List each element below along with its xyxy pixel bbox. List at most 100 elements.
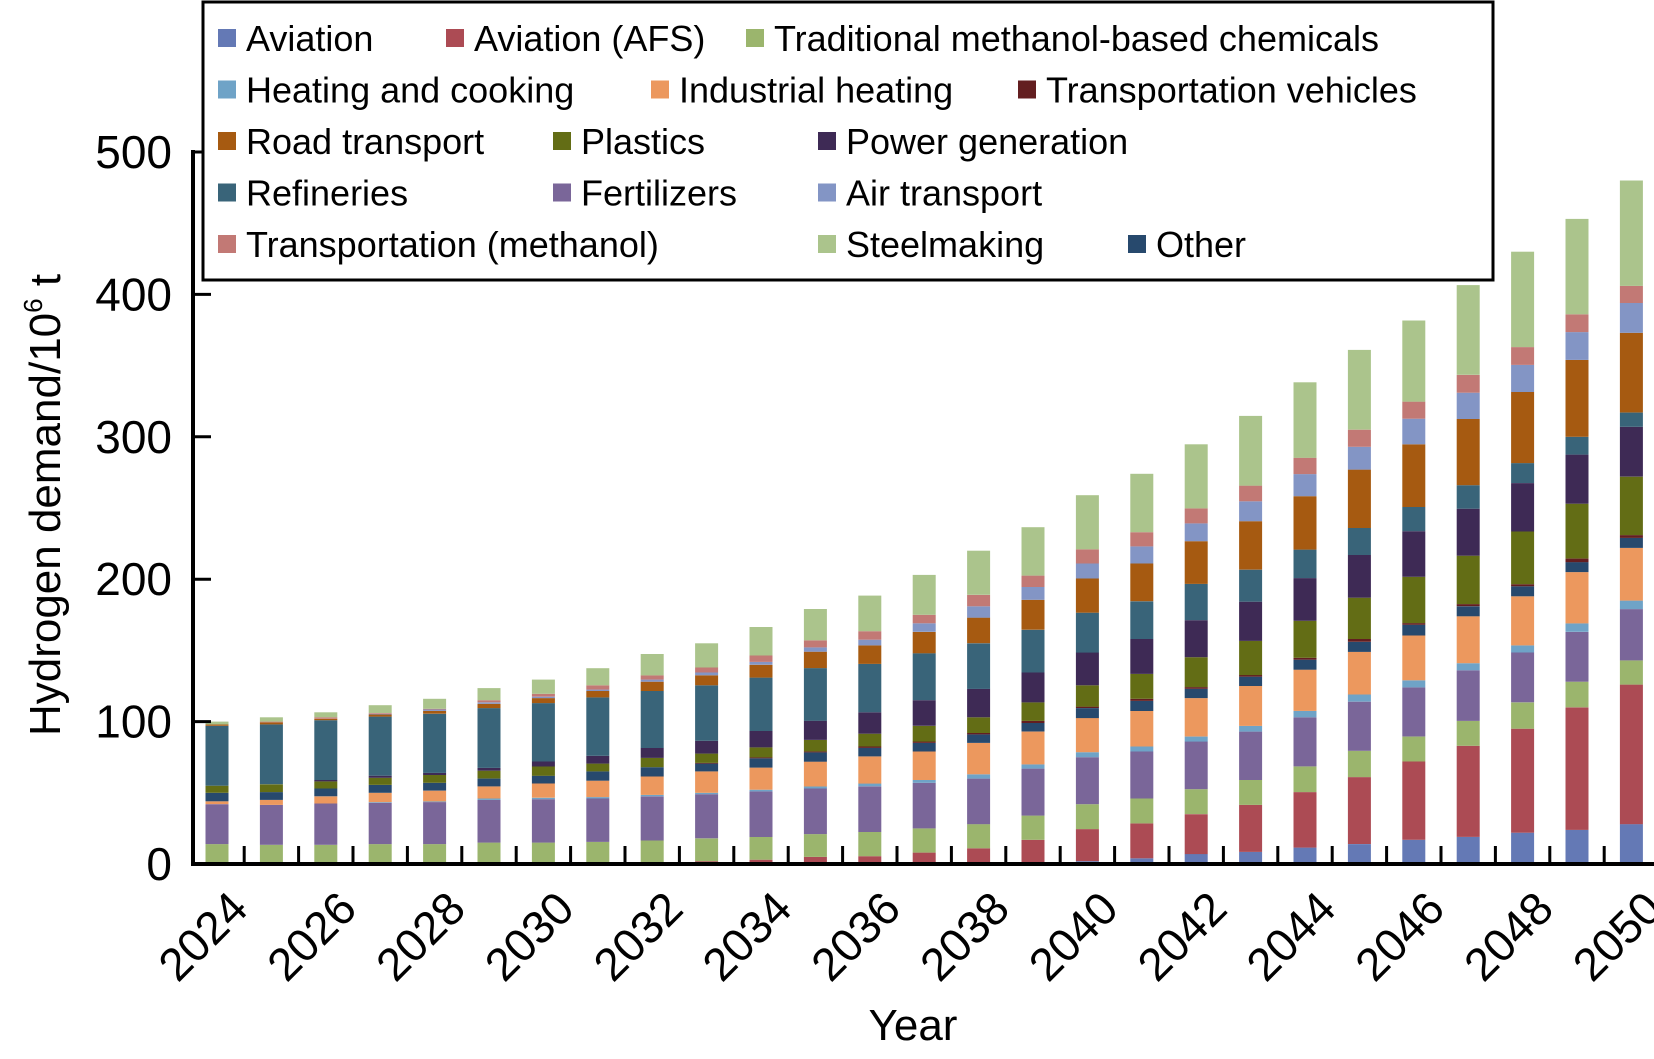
bar-segment-industrial-heating-2030 <box>531 783 555 798</box>
bar-segment-air-transport-2032 <box>640 679 664 682</box>
bar-2036 <box>858 595 882 864</box>
bar-segment-plastics-2037 <box>912 725 936 742</box>
bar-segment-power-generation-2032 <box>640 747 664 758</box>
bar-2032 <box>640 654 664 864</box>
bar-segment-air-transport-2039 <box>1021 587 1045 600</box>
bar-segment-traditional-methanol-based-chemicals-2036 <box>858 832 882 857</box>
legend-label-heating-and-cooking: Heating and cooking <box>246 70 574 111</box>
legend-label-aviation-afs: Aviation (AFS) <box>474 18 705 59</box>
bar-2043 <box>1239 415 1263 864</box>
bar-segment-fertilizers-2048 <box>1511 652 1535 703</box>
bar-2028 <box>423 698 447 864</box>
legend-label-traditional-methanol-based-chemicals: Traditional methanol-based chemicals <box>774 18 1379 59</box>
bar-segment-power-generation-2027 <box>368 775 392 778</box>
legend-item-power-generation: Power generation <box>818 121 1128 162</box>
legend-item-transportation-methanol: Transportation (methanol) <box>218 224 659 265</box>
bar-segment-fertilizers-2038 <box>967 778 991 825</box>
bar-segment-plastics-2049 <box>1565 503 1589 559</box>
bar-segment-road-transport-2031 <box>586 691 610 698</box>
bar-segment-power-generation-2037 <box>912 700 936 726</box>
bar-segment-aviation-afs-2042 <box>1184 814 1208 855</box>
bar-segment-plastics-2045 <box>1347 597 1371 639</box>
bar-segment-power-generation-2029 <box>477 767 501 771</box>
bar-segment-industrial-heating-2028 <box>423 790 447 802</box>
bar-segment-transportation-methanol-2036 <box>858 631 882 640</box>
bar-segment-transportation-vehicles-2034 <box>749 757 773 759</box>
bar-segment-traditional-methanol-based-chemicals-2042 <box>1184 789 1208 815</box>
bar-segment-power-generation-2036 <box>858 712 882 734</box>
bar-segment-traditional-methanol-based-chemicals-2050 <box>1619 660 1643 685</box>
bar-segment-transportation-vehicles-2041 <box>1130 698 1154 701</box>
bar-segment-air-transport-2041 <box>1130 546 1154 564</box>
bar-segment-industrial-heating-2031 <box>586 780 610 798</box>
bar-segment-road-transport-2047 <box>1456 419 1480 486</box>
bar-segment-plastics-2031 <box>586 763 610 772</box>
x-tick-label-2030: 2030 <box>475 882 584 991</box>
legend: Aviation Aviation (AFS) Traditional methan… <box>201 0 1495 282</box>
bar-segment-other-2024 <box>205 792 229 802</box>
bar-segment-transportation-methanol-2046 <box>1402 401 1426 419</box>
x-tick-label-2034: 2034 <box>692 882 801 991</box>
bar-segment-transportation-methanol-2044 <box>1293 457 1317 475</box>
bar-segment-aviation-afs-2044 <box>1293 792 1317 848</box>
bar-segment-transportation-methanol-2045 <box>1347 429 1371 447</box>
bar-segment-steelmaking-2029 <box>477 688 501 701</box>
bar-segment-traditional-methanol-based-chemicals-2041 <box>1130 798 1154 824</box>
bar-segment-plastics-2028 <box>423 775 447 783</box>
bar-segment-fertilizers-2046 <box>1402 687 1426 737</box>
y-axis-title: Hydrogen demand/106 t <box>18 274 70 736</box>
bar-segment-transportation-vehicles-2035 <box>803 751 827 753</box>
bar-segment-industrial-heating-2045 <box>1347 651 1371 695</box>
legend-label-aviation: Aviation <box>246 18 373 59</box>
x-tick-label-2042: 2042 <box>1127 882 1236 991</box>
bar-segment-fertilizers-2035 <box>803 788 827 835</box>
bar-segment-refineries-2031 <box>586 697 610 756</box>
bar-segment-transportation-methanol-2049 <box>1565 314 1589 333</box>
bar-segment-aviation-afs-2040 <box>1075 829 1099 862</box>
legend-label-plastics: Plastics <box>581 121 705 162</box>
bar-segment-aviation-afs-2039 <box>1021 839 1045 863</box>
bar-segment-steelmaking-2028 <box>423 698 447 709</box>
bar-2031 <box>586 668 610 864</box>
bar-segment-fertilizers-2027 <box>368 802 392 845</box>
axes-layer <box>191 150 1654 866</box>
bar-segment-traditional-methanol-based-chemicals-2046 <box>1402 736 1426 762</box>
bar-segment-fertilizers-2024 <box>205 804 229 845</box>
bar-2033 <box>695 643 719 864</box>
bar-segment-steelmaking-2037 <box>912 574 936 615</box>
legend-label-air-transport: Air transport <box>846 173 1042 214</box>
bar-segment-heating-and-cooking-2033 <box>695 792 719 795</box>
bar-segment-transportation-vehicles-2038 <box>967 733 991 735</box>
bar-segment-plastics-2032 <box>640 757 664 768</box>
bar-segment-aviation-afs-2035 <box>803 856 827 864</box>
bar-segment-other-2045 <box>1347 641 1371 652</box>
bar-segment-fertilizers-2040 <box>1075 757 1099 805</box>
bar-segment-industrial-heating-2046 <box>1402 635 1426 681</box>
legend-label-transportation-vehicles: Transportation vehicles <box>1046 70 1417 111</box>
bar-segment-other-2033 <box>695 763 719 772</box>
bar-segment-road-transport-2036 <box>858 645 882 664</box>
bar-segment-fertilizers-2037 <box>912 782 936 829</box>
bar-segment-other-2032 <box>640 767 664 777</box>
bar-segment-power-generation-2047 <box>1456 508 1480 556</box>
bar-segment-transportation-vehicles-2043 <box>1239 675 1263 677</box>
bar-segment-transportation-methanol-2029 <box>477 700 501 703</box>
bar-segment-refineries-2043 <box>1239 569 1263 602</box>
bar-segment-refineries-2024 <box>205 725 229 786</box>
bar-segment-other-2027 <box>368 785 392 793</box>
legend-swatch-transportation-vehicles <box>1018 80 1036 99</box>
bar-segment-transportation-methanol-2027 <box>368 713 392 714</box>
bar-segment-industrial-heating-2043 <box>1239 686 1263 726</box>
bar-segment-road-transport-2042 <box>1184 541 1208 584</box>
bar-segment-heating-and-cooking-2036 <box>858 783 882 787</box>
bar-segment-other-2047 <box>1456 606 1480 617</box>
bar-segment-aviation-afs-2046 <box>1402 761 1426 840</box>
bar-segment-industrial-heating-2026 <box>314 796 338 804</box>
bar-segment-heating-and-cooking-2046 <box>1402 680 1426 688</box>
bar-segment-traditional-methanol-based-chemicals-2030 <box>531 842 555 864</box>
bar-segment-transportation-vehicles-2044 <box>1293 657 1317 660</box>
bar-segment-heating-and-cooking-2044 <box>1293 710 1317 718</box>
bar-segment-steelmaking-2032 <box>640 654 664 676</box>
x-ticks: 2024 2026 2028 2030 2032 2034 2036 2038 2040 2042… <box>148 846 1654 991</box>
bar-segment-industrial-heating-2035 <box>803 761 827 787</box>
